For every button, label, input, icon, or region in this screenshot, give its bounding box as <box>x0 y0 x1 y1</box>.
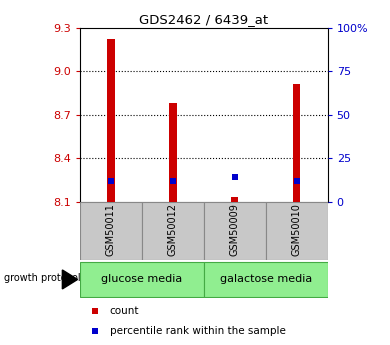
Bar <box>204 262 328 296</box>
Bar <box>266 202 328 260</box>
Bar <box>142 202 204 260</box>
Bar <box>80 202 142 260</box>
Bar <box>204 202 266 260</box>
Text: GSM50009: GSM50009 <box>230 204 240 256</box>
Text: GSM50011: GSM50011 <box>106 204 116 256</box>
Bar <box>293 84 300 202</box>
Text: galactose media: galactose media <box>220 274 312 284</box>
Bar <box>80 262 204 296</box>
Text: percentile rank within the sample: percentile rank within the sample <box>110 326 285 336</box>
Bar <box>107 39 115 202</box>
Text: glucose media: glucose media <box>101 274 183 284</box>
Polygon shape <box>62 270 78 289</box>
Text: GSM50012: GSM50012 <box>168 204 178 256</box>
Text: count: count <box>110 306 139 315</box>
Bar <box>231 197 238 202</box>
Text: GSM50010: GSM50010 <box>292 204 301 256</box>
Title: GDS2462 / 6439_at: GDS2462 / 6439_at <box>139 13 268 27</box>
Text: growth protocol: growth protocol <box>4 273 81 283</box>
Bar <box>169 103 177 202</box>
